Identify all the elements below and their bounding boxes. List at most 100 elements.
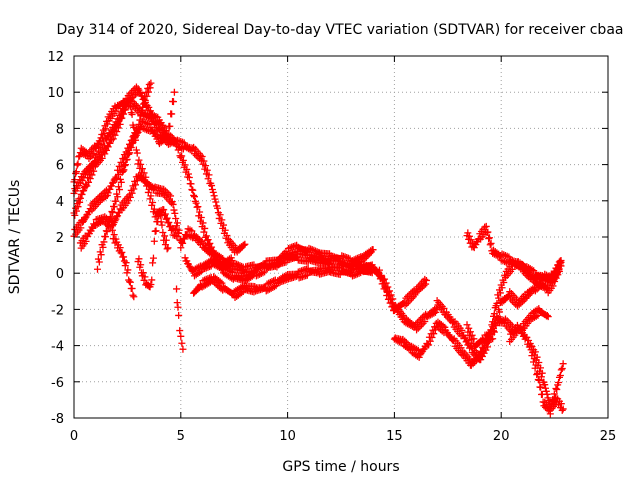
data-point: [174, 232, 182, 240]
data-point: [214, 204, 222, 212]
data-point: [104, 221, 112, 229]
data-point: [187, 180, 195, 188]
data-point: [361, 254, 369, 262]
data-point: [124, 266, 132, 274]
data-point: [114, 124, 122, 132]
data-point: [179, 239, 187, 247]
y-axis-label: SDTVAR / TECUs: [7, 180, 23, 295]
data-point: [169, 98, 177, 106]
data-point: [173, 219, 181, 227]
data-point: [210, 192, 218, 200]
data-point: [381, 275, 389, 283]
data-point: [262, 287, 270, 295]
data-point: [115, 186, 123, 194]
y-tick-label: 10: [47, 86, 64, 101]
data-point: [508, 265, 516, 273]
data-point: [352, 271, 360, 279]
data-point: [147, 192, 155, 200]
data-point: [143, 92, 151, 100]
data-point: [132, 181, 140, 189]
data-point: [108, 208, 116, 216]
data-point: [139, 103, 147, 111]
data-point: [236, 262, 244, 270]
data-point: [74, 160, 82, 168]
data-point: [128, 110, 136, 118]
data-point: [219, 255, 227, 263]
data-point: [120, 110, 128, 118]
data-point: [440, 304, 448, 312]
data-point: [168, 110, 176, 118]
data-point: [112, 107, 120, 115]
data-point: [148, 110, 156, 118]
data-point: [266, 278, 274, 286]
data-point: [144, 88, 152, 96]
data-point: [157, 218, 165, 226]
data-point: [288, 243, 296, 251]
data-point: [177, 332, 185, 340]
series-track-12: [190, 261, 441, 334]
data-point: [198, 152, 206, 160]
data-point: [220, 221, 228, 229]
data-point: [163, 214, 171, 222]
data-point: [555, 379, 563, 387]
data-point: [204, 175, 212, 183]
data-point: [426, 337, 434, 345]
data-point: [259, 269, 267, 277]
data-point: [147, 79, 155, 87]
data-point: [240, 241, 248, 249]
data-point: [422, 276, 430, 284]
data-point: [189, 186, 197, 194]
data-point: [178, 339, 186, 347]
data-point: [355, 269, 363, 277]
data-point: [464, 229, 472, 237]
data-point: [542, 387, 550, 395]
data-point: [413, 326, 421, 334]
data-point: [145, 103, 153, 111]
data-point: [216, 211, 224, 219]
data-point: [179, 156, 187, 164]
data-point: [344, 254, 352, 262]
data-point: [417, 285, 425, 293]
data-point: [535, 376, 543, 384]
data-point: [202, 275, 210, 283]
data-point: [544, 313, 552, 321]
series-track-7: [108, 226, 138, 301]
data-point: [177, 244, 185, 252]
series-track-18: [527, 342, 567, 418]
data-point: [188, 227, 196, 235]
data-point: [185, 173, 193, 181]
data-point: [490, 327, 498, 335]
data-point: [134, 85, 142, 93]
data-point: [181, 161, 189, 169]
data-point: [123, 155, 131, 163]
data-point: [466, 328, 474, 336]
data-point: [105, 222, 113, 230]
data-point: [102, 146, 110, 154]
data-point: [107, 214, 115, 222]
data-point: [200, 228, 208, 236]
plot-frame: [73, 55, 609, 419]
data-point: [150, 114, 158, 122]
data-point: [425, 341, 433, 349]
data-point: [263, 280, 271, 288]
data-point: [135, 120, 143, 128]
data-point: [170, 88, 178, 96]
data-point: [484, 228, 492, 236]
data-point: [114, 193, 122, 201]
data-point: [150, 205, 158, 213]
data-point: [90, 167, 98, 175]
data-point: [118, 248, 126, 256]
data-point: [283, 276, 291, 284]
data-point: [153, 121, 161, 129]
data-point: [200, 157, 208, 165]
data-point: [527, 342, 535, 350]
data-point: [418, 314, 426, 322]
y-tick-label: 0: [56, 267, 64, 282]
data-point: [486, 241, 494, 249]
data-point: [209, 188, 217, 196]
data-point: [95, 258, 103, 266]
data-point: [156, 210, 164, 218]
data-point: [166, 122, 174, 130]
data-point: [487, 239, 495, 247]
